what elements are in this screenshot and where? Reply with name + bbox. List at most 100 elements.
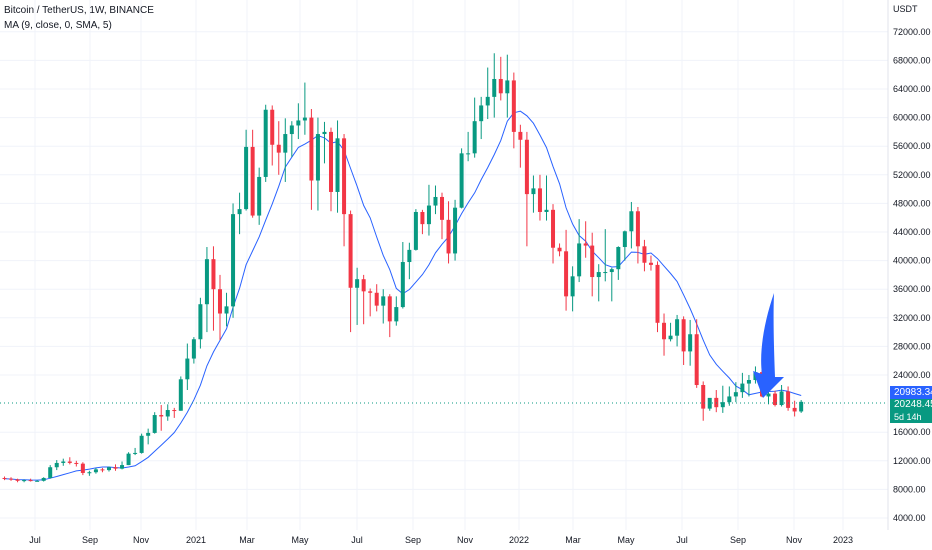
candle-body xyxy=(381,296,386,306)
candle-body xyxy=(224,306,229,314)
candle-body xyxy=(577,243,582,277)
candle-body xyxy=(283,134,288,153)
candle-body xyxy=(178,379,183,411)
candle-body xyxy=(374,292,379,306)
candle-body xyxy=(583,243,588,246)
price-tick-label: 32000.00 xyxy=(893,313,931,323)
indicator-label[interactable]: MA (9, close, 0, SMA, 5) xyxy=(4,20,112,31)
time-axis: Jul Sep Nov 2021 Mar May Jul Sep Nov 2022 Mar May Ju… xyxy=(29,535,853,545)
candle-body xyxy=(342,138,347,215)
arrow-annotation xyxy=(753,293,784,398)
currency-label: USDT xyxy=(893,4,918,14)
candle-body xyxy=(165,410,170,417)
price-tick-label: 56000.00 xyxy=(893,141,931,151)
candle-body xyxy=(113,467,118,469)
candle-body xyxy=(564,251,569,297)
price-tick-label: 44000.00 xyxy=(893,227,931,237)
candle-body xyxy=(675,319,680,336)
candle-body xyxy=(270,109,275,145)
price-tick-label: 68000.00 xyxy=(893,55,931,65)
candle-body xyxy=(296,120,301,126)
candle-body xyxy=(590,245,595,278)
price-tick-label: 48000.00 xyxy=(893,198,931,208)
candle-body xyxy=(681,319,686,352)
candle-body xyxy=(211,259,216,290)
chart-title: Bitcoin / TetherUS, 1W, BINANCE xyxy=(4,5,154,16)
candle-body xyxy=(289,125,294,135)
price-tick-label: 36000.00 xyxy=(893,284,931,294)
price-tick-label: 12000.00 xyxy=(893,456,931,466)
candle-body xyxy=(35,480,40,482)
candle-body xyxy=(635,211,640,247)
candle-body xyxy=(361,279,366,292)
candle-body xyxy=(485,96,490,106)
time-tick-label: Jul xyxy=(351,535,363,545)
candle-body xyxy=(54,462,59,468)
candle-body xyxy=(733,392,738,397)
time-tick-label: Mar xyxy=(239,535,255,545)
price-tick-label: 16000.00 xyxy=(893,427,931,437)
candle-body xyxy=(479,105,484,122)
candle-body xyxy=(720,402,725,408)
candle-body xyxy=(87,472,92,474)
candle-body xyxy=(440,196,445,220)
candle-body xyxy=(80,463,85,473)
candle-body xyxy=(152,415,157,433)
candle-body xyxy=(191,339,196,359)
candle-body xyxy=(329,131,333,192)
candle-body xyxy=(655,264,660,323)
candle-body xyxy=(603,272,608,274)
candle-body xyxy=(139,435,144,453)
candle-body xyxy=(322,131,327,135)
candle-body xyxy=(616,247,621,270)
candle-body xyxy=(551,209,556,248)
candle-body xyxy=(662,322,667,340)
time-tick-label: Sep xyxy=(730,535,746,545)
candle-body xyxy=(413,211,418,250)
chart-grid xyxy=(0,0,888,530)
candle-body xyxy=(335,138,340,192)
candle-body xyxy=(263,109,268,177)
candle-body xyxy=(61,461,66,463)
time-tick-label: Nov xyxy=(457,535,474,545)
candle-body xyxy=(792,407,797,412)
candle-body xyxy=(459,153,464,208)
candle-body xyxy=(492,78,497,97)
candle-body xyxy=(433,196,438,206)
time-tick-label: Sep xyxy=(82,535,98,545)
candle-body xyxy=(570,276,575,297)
candle-body xyxy=(28,480,33,482)
candle-body xyxy=(348,214,353,288)
candle-body xyxy=(544,209,549,212)
candle-body xyxy=(707,397,712,409)
price-tick-label: 64000.00 xyxy=(893,84,931,94)
price-tick-label: 52000.00 xyxy=(893,170,931,180)
candle-body xyxy=(537,188,542,212)
candle-body xyxy=(309,117,314,181)
candle-body xyxy=(244,146,249,210)
candle-body xyxy=(231,214,236,307)
candle-body xyxy=(524,139,529,195)
price-tick-label: 24000.00 xyxy=(893,370,931,380)
candle-body xyxy=(41,477,46,481)
candle-body xyxy=(701,385,706,409)
time-tick-label: Jul xyxy=(29,535,41,545)
candle-body xyxy=(668,335,673,340)
candle-body xyxy=(531,188,536,195)
price-tick-label: 72000.00 xyxy=(893,27,931,37)
candle-body xyxy=(368,291,373,293)
candle-body xyxy=(596,272,601,278)
candle-body xyxy=(93,469,98,473)
time-tick-label: May xyxy=(291,535,309,545)
candle-body xyxy=(2,477,7,479)
candle-body xyxy=(133,452,138,454)
candle-body xyxy=(609,269,614,273)
candle-body xyxy=(74,462,79,464)
candle-body xyxy=(146,432,151,436)
candle-body xyxy=(120,465,125,469)
time-tick-label: Nov xyxy=(786,535,803,545)
time-tick-label: May xyxy=(617,535,635,545)
candle-body xyxy=(9,478,14,480)
candle-body xyxy=(185,358,190,380)
